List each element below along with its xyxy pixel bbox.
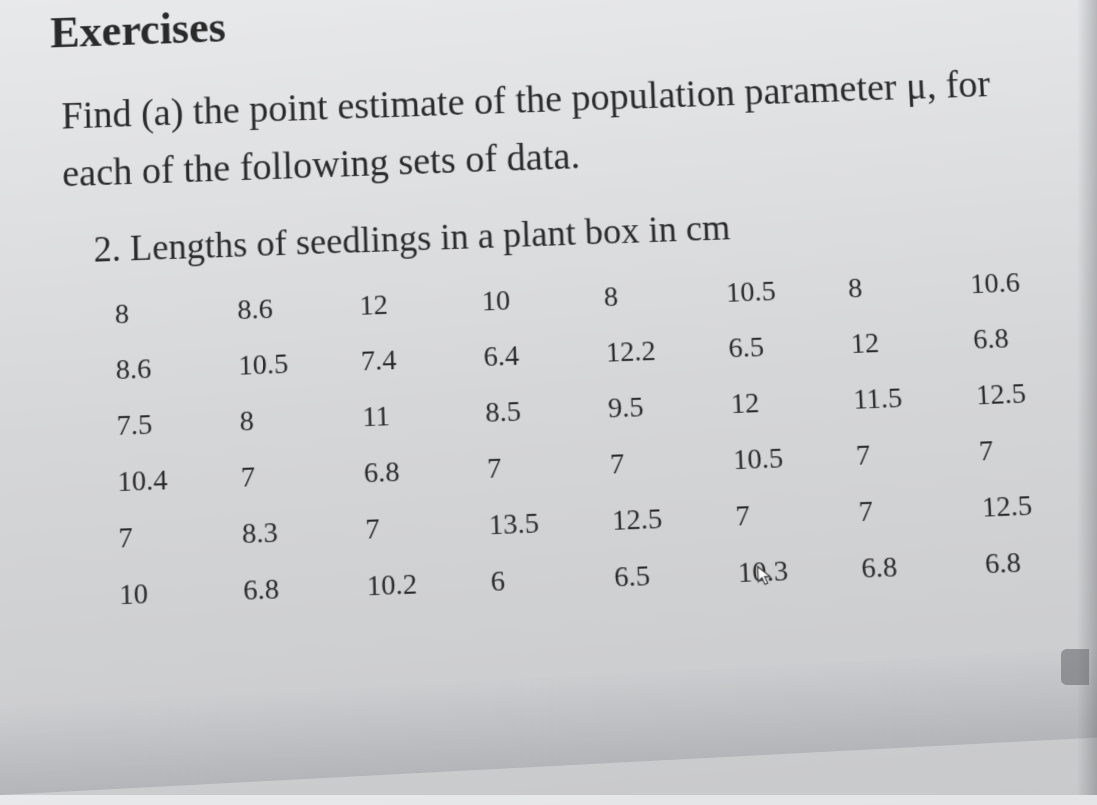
data-cell: 10.2 xyxy=(366,567,462,604)
data-cell: 9.5 xyxy=(607,389,703,425)
data-cell: 12.5 xyxy=(612,501,708,538)
data-cell: 7 xyxy=(609,445,705,482)
data-cell: 6.8 xyxy=(984,545,1081,582)
data-cell: 7 xyxy=(118,519,213,556)
data-cell: 10.5 xyxy=(725,274,820,310)
data-cell: 13.5 xyxy=(488,506,584,543)
data-cell: 10.6 xyxy=(969,265,1064,301)
data-cell: 7 xyxy=(858,493,954,530)
data-cell: 8 xyxy=(115,296,210,332)
data-cell: 10.3 xyxy=(737,553,833,590)
data-cell: 7 xyxy=(365,510,461,547)
data-cell: 8.3 xyxy=(242,515,338,552)
data-cell: 12.5 xyxy=(975,376,1071,412)
mouse-cursor-icon xyxy=(756,562,775,586)
data-cell: 8.6 xyxy=(237,291,332,327)
data-cell: 6.8 xyxy=(972,321,1068,357)
data-cell: 6.8 xyxy=(861,549,958,586)
data-cell: 12 xyxy=(730,385,826,421)
data-cell: 12 xyxy=(850,325,946,361)
data-cell: 12.2 xyxy=(605,334,700,370)
page-shadow xyxy=(0,648,1097,795)
data-cell: 8 xyxy=(239,402,334,438)
data-cell: 6 xyxy=(490,562,586,599)
data-cell: 11.5 xyxy=(853,381,949,417)
data-cell: 7 xyxy=(978,432,1074,469)
data-cell: 8 xyxy=(847,270,942,306)
item-2-title: 2. Lengths of seedlings in a plant box i… xyxy=(53,194,1072,273)
slide-tab xyxy=(1061,649,1089,685)
data-cell: 10 xyxy=(119,576,215,613)
data-cell: 6.4 xyxy=(483,338,578,374)
data-cell: 11 xyxy=(362,398,457,434)
data-cell: 6.8 xyxy=(243,571,339,608)
data-cell: 7 xyxy=(855,436,951,473)
data-cell: 12.5 xyxy=(981,488,1077,525)
data-cell: 7 xyxy=(240,458,335,495)
data-cell: 8 xyxy=(603,278,698,314)
item-number: 2. xyxy=(93,228,121,270)
exercise-prompt: Find (a) the point estimate of the popul… xyxy=(51,53,1068,204)
item-description: Lengths of seedlings in a plant box in c… xyxy=(130,207,731,269)
data-cell: 7 xyxy=(486,450,582,487)
data-cell: 7.4 xyxy=(361,342,456,378)
seedling-data-grid: 8 8.6 12 10 8 10.5 8 10.6 8.6 10.5 7.4 6.4 12.2 6.5 12… xyxy=(54,265,1091,615)
data-cell: 10.4 xyxy=(117,463,212,500)
data-cell: 10 xyxy=(481,283,576,319)
exercises-heading: Exercises xyxy=(50,0,1059,58)
data-cell: 8.5 xyxy=(485,394,580,430)
data-cell: 12 xyxy=(359,287,454,323)
data-cell: 8.6 xyxy=(115,351,210,387)
data-cell: 10.5 xyxy=(732,441,828,478)
data-cell: 6.5 xyxy=(728,329,823,365)
data-cell: 7 xyxy=(735,497,831,534)
data-cell: 7.5 xyxy=(116,407,211,444)
data-cell: 10.5 xyxy=(238,347,333,383)
data-cell: 6.8 xyxy=(363,454,458,491)
data-cell: 6.5 xyxy=(614,558,710,595)
